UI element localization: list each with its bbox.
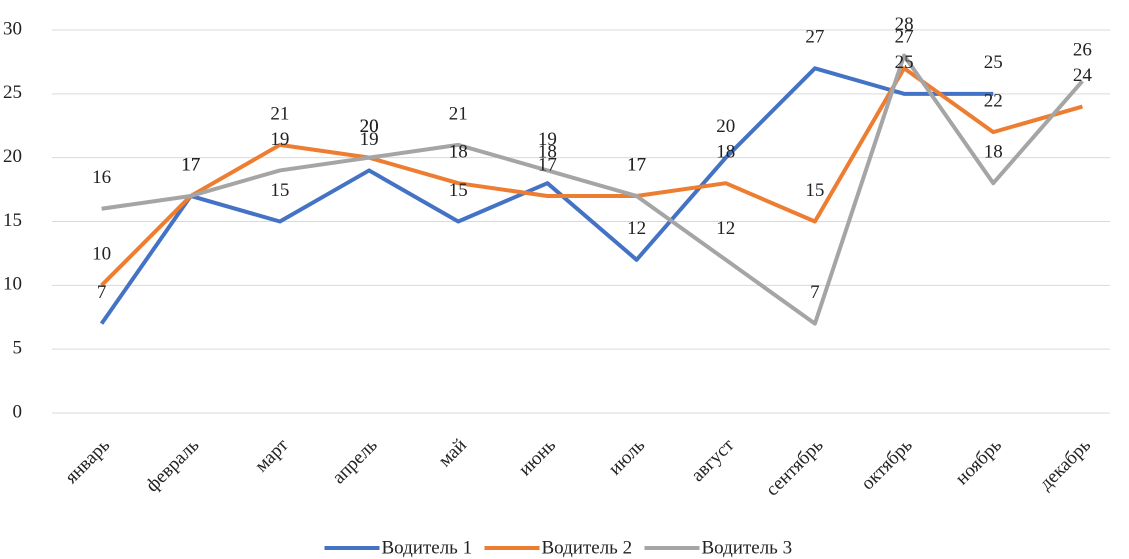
- x-tick-label: май: [434, 435, 470, 471]
- data-label: 7: [810, 282, 820, 303]
- y-tick-label: 15: [3, 210, 22, 231]
- x-tick-label: декабрь: [1035, 435, 1095, 495]
- data-label: 16: [92, 167, 111, 188]
- line-series: [99, 66, 994, 325]
- data-label: 10: [92, 244, 111, 265]
- y-tick-label: 25: [3, 82, 22, 103]
- y-tick-label: 0: [13, 401, 23, 422]
- data-label: 26: [1073, 39, 1092, 60]
- data-label: 28: [895, 14, 914, 35]
- data-label: 7: [97, 282, 107, 303]
- data-label: 19: [538, 129, 557, 150]
- data-label: 20: [360, 116, 379, 137]
- legend-label: Водитель 3: [702, 537, 793, 558]
- data-label: 12: [716, 218, 735, 239]
- data-label: 15: [270, 180, 289, 201]
- data-label: 12: [627, 218, 646, 239]
- data-label: 18: [984, 142, 1003, 163]
- data-label: 18: [538, 142, 557, 163]
- x-tick-label: октябрь: [857, 435, 917, 495]
- data-label: 15: [805, 180, 824, 201]
- data-label: 17: [181, 154, 200, 175]
- y-tick-label: 20: [3, 146, 22, 167]
- data-label: 17: [181, 154, 200, 175]
- data-label: 17: [538, 154, 557, 175]
- data-label: 17: [627, 154, 646, 175]
- x-tick-label: март: [251, 434, 293, 476]
- x-tick-label: апрель: [328, 435, 382, 489]
- line-series: [101, 53, 1084, 326]
- data-label: 20: [360, 116, 379, 137]
- data-label: 21: [449, 103, 468, 124]
- data-label: 21: [270, 103, 289, 124]
- data-label: 15: [449, 180, 468, 201]
- data-label: 27: [895, 27, 914, 48]
- data-label: 18: [449, 142, 468, 163]
- data-label: 19: [360, 129, 379, 150]
- x-tick-label: январь: [61, 435, 114, 488]
- legend-label: Водитель 1: [382, 537, 473, 558]
- data-label: 24: [1073, 65, 1093, 86]
- y-tick-label: 10: [3, 274, 22, 295]
- x-tick-label: июль: [605, 435, 650, 480]
- legend-label: Водитель 2: [542, 537, 633, 558]
- data-label: 20: [716, 116, 735, 137]
- x-tick-label: июнь: [515, 435, 561, 481]
- data-label: 19: [270, 129, 289, 150]
- data-label: 25: [984, 52, 1003, 73]
- data-label: 25: [895, 52, 914, 73]
- data-label: 17: [627, 154, 646, 175]
- x-tick-label: ноябрь: [951, 435, 1006, 490]
- y-tick-label: 30: [3, 18, 22, 39]
- data-label: 18: [716, 142, 735, 163]
- data-label: 22: [984, 90, 1003, 111]
- data-label: 27: [805, 27, 824, 48]
- y-tick-label: 5: [13, 338, 23, 359]
- x-tick-label: февраль: [142, 435, 204, 497]
- data-label: 17: [181, 154, 200, 175]
- x-tick-label: август: [687, 434, 739, 486]
- x-tick-label: сентябрь: [762, 435, 828, 501]
